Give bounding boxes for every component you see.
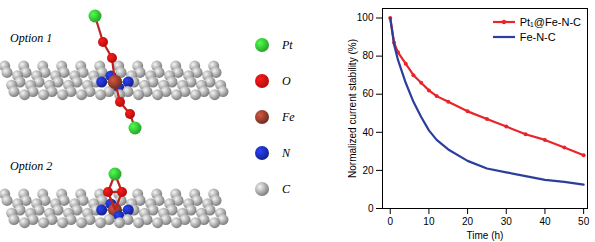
svg-text:O: O [282, 74, 291, 88]
svg-text:20: 20 [462, 216, 474, 227]
svg-text:20: 20 [362, 165, 374, 176]
svg-text:10: 10 [423, 216, 435, 227]
svg-text:40: 40 [362, 127, 374, 138]
svg-text:Fe: Fe [281, 110, 295, 124]
svg-text:100: 100 [357, 12, 374, 23]
svg-text:60: 60 [362, 88, 374, 99]
svg-text:50: 50 [578, 216, 590, 227]
svg-text:Pt: Pt [281, 38, 293, 52]
svg-text:40: 40 [539, 216, 551, 227]
svg-text:0: 0 [387, 216, 393, 227]
svg-text:Time (h): Time (h) [467, 230, 504, 241]
svg-text:Option 2: Option 2 [10, 159, 52, 173]
svg-text:Normalized current stability (: Normalized current stability (%) [347, 39, 358, 178]
html-text:Pt₁@Fe-N-C: Pt₁@Fe-N-C [519, 15, 581, 28]
svg-text:C: C [282, 182, 291, 196]
svg-text:Option 1: Option 1 [10, 31, 52, 45]
svg-text:N: N [281, 146, 291, 160]
svg-text:0: 0 [368, 203, 374, 214]
svg-text:80: 80 [362, 50, 374, 61]
html-text:Fe-N-C: Fe-N-C [519, 30, 556, 43]
svg-text:30: 30 [501, 216, 513, 227]
